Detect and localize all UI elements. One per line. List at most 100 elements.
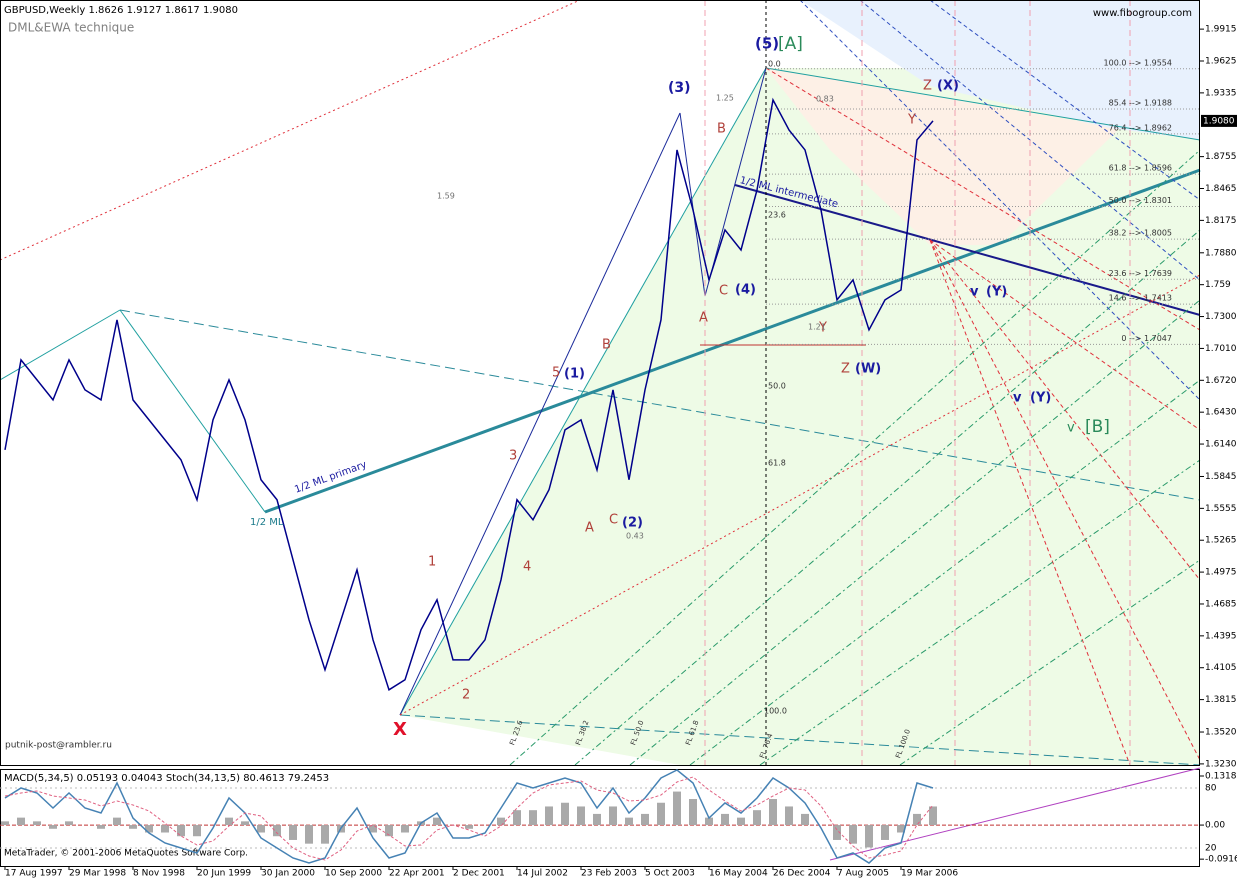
stoch-line [4,776,934,861]
macd-bar [1,821,9,826]
macd-bar [897,825,905,833]
annotation: (5) [755,35,779,53]
median-line [264,168,1201,514]
y-tick-label: 1.6720 [1205,376,1237,386]
fib-label: 23.6 --> 1.7639 [1109,269,1172,278]
macd-bar [769,799,777,826]
fib-label: 50.0 --> 1.8301 [1109,196,1172,205]
x-tick-label: 19 Mar 2006 [901,869,958,878]
y-tick-label: 1.9625 [1205,57,1237,67]
annotation: (Y) [986,285,1007,300]
fib-label: 38.2 --> 1.8005 [1109,229,1172,238]
y-tick-label: 1.8465 [1205,184,1237,194]
annotation: 4 [523,560,531,575]
annotation: B [602,338,611,353]
macd-bar [721,813,729,826]
macd-bar [289,825,297,840]
y-tick-label: 1.9335 [1205,88,1237,98]
fan-line [929,239,1201,431]
fan-line [899,559,1201,766]
macd-bar [561,802,569,826]
annotation: 100.0 [764,707,787,716]
macd-bar [785,806,793,826]
annotation: 5 [552,366,560,381]
annotation: (Y) [1030,391,1051,406]
median-line [734,184,1201,316]
macd-bar [33,821,41,826]
y-tick-label: 1.4975 [1205,568,1237,578]
annotation: (3) [668,80,691,96]
main-frame [0,0,1200,766]
macd-bar [881,825,889,840]
wave-line [704,67,767,297]
annotation: 1.59 [437,192,455,201]
fan-line [509,149,1201,766]
macd-bar [401,825,409,833]
macd-bar [97,825,105,829]
x-tick-label: 5 Oct 2003 [645,869,695,878]
annotation: (X) [937,79,959,94]
y-tick-label: 1.3815 [1205,695,1237,705]
x-tick-label: 14 Jul 2002 [517,869,568,878]
macd-bar [369,825,377,833]
macd-bar [321,825,329,844]
macd-bar [577,806,585,826]
annotation: 3 [509,449,517,464]
pitchfork-line [765,67,1201,141]
y-tick-label: 1.3520 [1205,728,1237,738]
annotation: (4) [735,283,756,298]
y-tick-label: 1.4395 [1205,631,1237,641]
annotation: v [1013,391,1022,406]
annotation: 1/2 ML [250,517,284,528]
y-tick-label: 1.3230 [1205,759,1237,769]
macd-bar [529,810,537,826]
annotation: Y [818,321,827,336]
fan-line [929,0,1201,201]
macd-bar [177,825,185,837]
macd-bar [129,825,137,829]
pitchfork-line [119,309,1201,501]
x-tick-label: 20 Jun 1999 [197,869,251,878]
fib-label: 61.8 --> 1.8596 [1109,164,1172,173]
macd-bar [65,821,73,826]
y-tick-label: 0.13189 [1205,771,1237,781]
y-tick-label: 1.9915 [1205,25,1237,35]
macd-bar [865,825,873,848]
fib-label: 85.4 --> 1.9188 [1109,99,1172,108]
macd-bar [385,825,393,837]
fan-line [399,274,1201,716]
price-line [4,97,934,691]
y-tick-label: -0.0916 [1205,855,1237,865]
macd-bar [593,813,601,826]
y2-tick-label: 20 [1205,844,1217,854]
y-tick-label: 1.8175 [1205,216,1237,226]
annotation: 0.0 [768,60,781,69]
annotation: C [609,513,618,528]
trend-line [119,309,266,513]
macd-bar [689,799,697,826]
annotation: 61.8 [768,459,786,468]
annotation: 1 [428,555,436,570]
x-tick-label: 22 Apr 2001 [389,869,445,878]
y-tick-label: 0.00 [1205,821,1225,831]
annotation: 1.21 [808,323,826,332]
fib-label: 76.4 --> 1.8962 [1109,123,1172,132]
y-tick-label: 1.6140 [1205,440,1237,450]
annotation: 1.25 [716,94,734,103]
stoch-line [4,769,934,864]
annotation: v [970,285,979,300]
annotation: (W) [855,362,881,377]
last-price-box [1201,114,1237,127]
macd-bar [913,813,921,826]
indicator-frame [0,769,1200,867]
annotation: 2 [462,688,470,703]
macd-bar [513,810,521,826]
annotation: Z [923,79,932,94]
macd-bar [433,817,441,826]
fib-label: 0 --> 1.7047 [1121,334,1172,343]
annotation: Z [841,362,850,377]
annotation: (2) [622,516,643,531]
x-tick-label: 17 Aug 1997 [5,869,63,878]
macd-bar [657,802,665,826]
y-tick-label: 1.759 [1205,280,1231,290]
